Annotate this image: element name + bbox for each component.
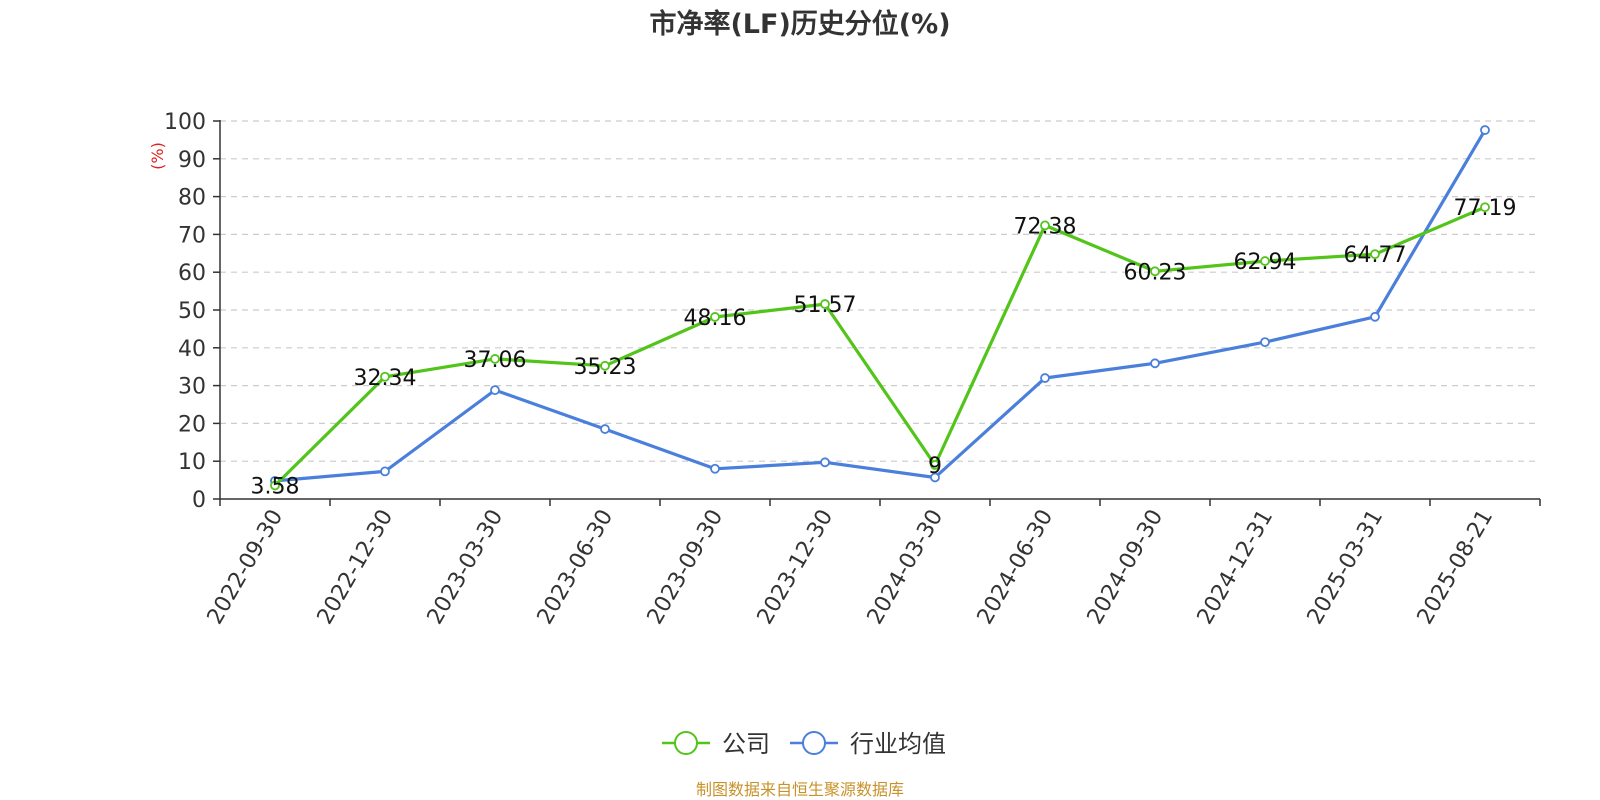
x-tick-label: 2022-12-30 (313, 506, 399, 629)
data-label: 62.94 (1234, 250, 1297, 275)
y-tick-label: 30 (178, 375, 206, 400)
y-tick-label: 20 (178, 412, 206, 437)
legend-item-1[interactable]: 公司 (662, 730, 770, 758)
x-tick-label: 2023-03-30 (423, 506, 509, 629)
series-line-2 (274, 129, 1487, 483)
data-label: 37.06 (464, 348, 527, 373)
data-point (1370, 311, 1380, 322)
data-label-layer: 3.58 32.34 37.06 35.23 48.16 51.57 9 72.38 60.23… (251, 196, 1517, 499)
y-tick-label: 50 (178, 299, 206, 324)
y-tick-label: 40 (178, 337, 206, 362)
data-point (1040, 220, 1050, 231)
y-axis-label: (%) (148, 142, 167, 170)
legend[interactable]: 公司 行业均值 (662, 730, 946, 758)
y-tick-label: 60 (178, 261, 206, 286)
data-point (820, 299, 830, 309)
data-point (1480, 125, 1490, 135)
data-point (1150, 358, 1160, 369)
legend-label: 行业均值 (850, 730, 946, 758)
data-label: 51.57 (794, 293, 857, 318)
data-point (600, 360, 610, 371)
grid-layer (220, 120, 1540, 462)
data-point (1260, 256, 1270, 266)
data-point (380, 466, 390, 477)
data-label: 72.38 (1014, 214, 1077, 239)
y-tick-label: 100 (164, 110, 206, 135)
x-tick-label: 2025-08-21 (1413, 506, 1499, 629)
data-point (710, 463, 720, 474)
y-tick-label: 90 (178, 148, 206, 173)
data-label: 35.23 (574, 355, 637, 380)
data-point (380, 371, 390, 382)
data-label: 77.19 (1454, 196, 1517, 221)
x-tick-label: 2024-12-31 (1193, 506, 1279, 629)
legend-label: 公司 (722, 730, 770, 758)
data-point (1040, 373, 1050, 383)
data-point (1260, 337, 1270, 348)
data-point (820, 457, 830, 468)
x-tick-label: 2023-09-30 (643, 506, 729, 629)
data-label: 3.58 (251, 474, 300, 499)
data-label: 64.77 (1344, 243, 1407, 268)
data-label: 9 (928, 454, 942, 479)
x-tick-label: 2024-06-30 (973, 506, 1059, 629)
data-point (930, 472, 940, 483)
series-line-1 (273, 205, 1486, 487)
data-point (600, 424, 610, 434)
data-point (930, 460, 940, 470)
series-layer (270, 125, 1490, 491)
data-point (1150, 266, 1160, 277)
legend-marker (674, 731, 698, 755)
data-point (710, 312, 720, 322)
y-tick-label: 0 (192, 488, 206, 513)
source-note: 制图数据来自恒生聚源数据库 (695, 780, 904, 799)
chart-title: 市净率(LF)历史分位(%) (649, 9, 951, 40)
legend-marker (802, 731, 826, 755)
y-tick-label: 10 (178, 450, 206, 475)
data-label: 32.34 (354, 366, 417, 391)
x-tick-label: 2025-03-31 (1303, 506, 1389, 629)
y-tick-label: 80 (178, 186, 206, 211)
data-label: 48.16 (684, 306, 747, 331)
data-point (270, 480, 280, 491)
data-point (1370, 249, 1380, 260)
data-point (490, 354, 500, 364)
y-tick-label: 70 (178, 223, 206, 248)
data-point (490, 385, 500, 396)
x-tick-label: 2024-09-30 (1083, 506, 1169, 629)
x-tick-label: 2023-12-30 (753, 506, 839, 629)
x-tick-label: 2024-03-30 (863, 506, 949, 629)
legend-item-2[interactable]: 行业均值 (790, 730, 946, 758)
x-tick-label: 2023-06-30 (533, 506, 619, 629)
data-label: 60.23 (1124, 260, 1187, 285)
data-point (1480, 202, 1490, 213)
x-tick-label: 2022-09-30 (203, 506, 289, 629)
